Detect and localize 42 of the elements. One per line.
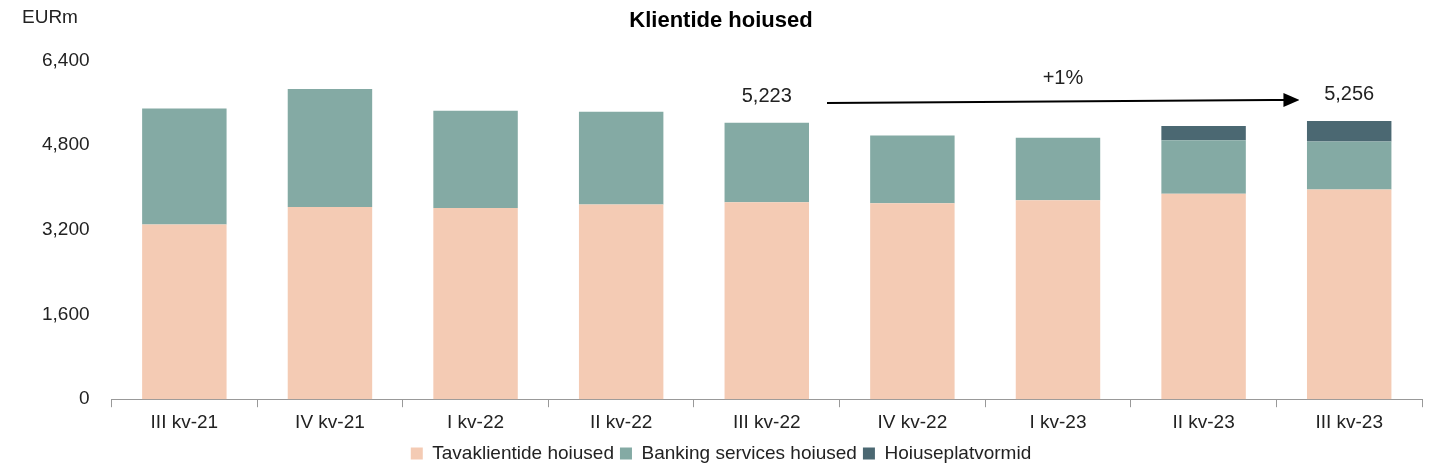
bar bbox=[1015, 200, 1101, 400]
bar bbox=[1306, 141, 1392, 190]
bar bbox=[1015, 137, 1101, 201]
bar bbox=[433, 208, 518, 400]
annotation: +1% bbox=[1042, 66, 1084, 89]
legend-label: Tavaklientide hoiused bbox=[432, 441, 614, 463]
y-tick-label: 1,600 bbox=[42, 302, 90, 324]
bar bbox=[724, 122, 809, 203]
bar bbox=[287, 88, 373, 208]
bar bbox=[1306, 120, 1392, 142]
x-tick-label: III kv-21 bbox=[150, 410, 219, 432]
x-tick-label: IV kv-21 bbox=[295, 410, 365, 432]
bar bbox=[142, 224, 227, 400]
bar bbox=[1161, 193, 1246, 400]
y-tick-label: 4,800 bbox=[42, 133, 90, 155]
total-label: 5,223 bbox=[741, 84, 792, 107]
bar bbox=[287, 207, 373, 400]
x-tick-label: III kv-23 bbox=[1315, 410, 1383, 432]
bar bbox=[578, 111, 664, 205]
total-label: 5,256 bbox=[1324, 82, 1375, 105]
bar bbox=[1306, 189, 1392, 400]
x-tick-label: I kv-22 bbox=[447, 410, 505, 432]
y-tick-label: 3,200 bbox=[42, 218, 90, 240]
bar bbox=[142, 108, 227, 225]
x-tick-label: IV kv-22 bbox=[877, 410, 948, 432]
bar bbox=[1161, 126, 1246, 141]
bar bbox=[578, 204, 664, 400]
bar bbox=[724, 202, 809, 400]
legend-label: Banking services hoiused bbox=[641, 441, 857, 463]
y-axis-title: EURm bbox=[22, 5, 78, 27]
bar bbox=[870, 135, 955, 204]
x-tick-label: II kv-22 bbox=[590, 410, 653, 432]
legend-label: Hoiuseplatvormid bbox=[884, 441, 1032, 463]
x-tick-label: III kv-22 bbox=[732, 410, 801, 432]
y-tick-label: 0 bbox=[78, 387, 90, 409]
chart-title: Klientide hoiused bbox=[629, 7, 813, 33]
bar bbox=[433, 110, 518, 209]
y-tick-label: 6,400 bbox=[42, 48, 90, 70]
bar bbox=[870, 203, 955, 400]
x-tick-label: II kv-23 bbox=[1172, 410, 1235, 432]
bar bbox=[1161, 140, 1246, 194]
x-tick-label: I kv-23 bbox=[1029, 410, 1087, 432]
